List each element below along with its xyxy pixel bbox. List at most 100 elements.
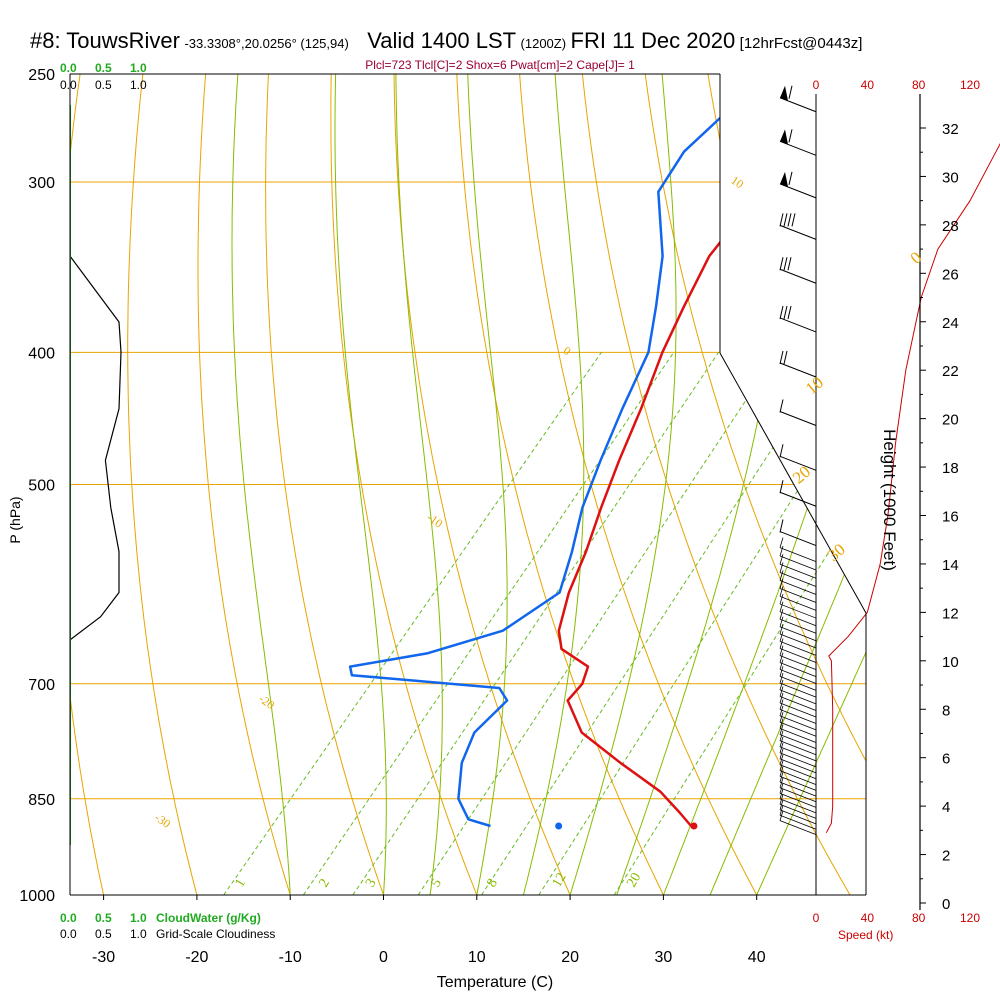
cloudiness-scale-label: 1.0 xyxy=(130,78,147,92)
wind-barb xyxy=(779,554,817,579)
wind-barb xyxy=(779,730,817,756)
cloudwater-scale-label: 0.5 xyxy=(95,61,112,75)
cloudiness-line xyxy=(70,255,122,641)
height-tick-label: 24 xyxy=(942,315,959,332)
wind-barb xyxy=(779,537,817,562)
dry-adiabat-line xyxy=(330,74,478,895)
dewpoint-profile xyxy=(348,103,736,828)
pressure-tick-label: 1000 xyxy=(19,888,55,905)
moist-adiabat-line xyxy=(662,74,866,895)
wind-barb xyxy=(779,794,817,819)
wind-barb xyxy=(779,616,817,642)
wind-barb xyxy=(779,562,817,587)
forecast-date: FRI 11 Dec 2020 xyxy=(570,28,736,53)
speed-tick-label-top: 80 xyxy=(912,78,926,92)
speed-profile-line xyxy=(825,143,1000,834)
wind-barb xyxy=(779,699,817,724)
temperature-tick-label: -20 xyxy=(185,949,208,966)
cloudiness-scale-label: 0.0 xyxy=(60,78,77,92)
moist-adiabat-line xyxy=(709,74,866,895)
wind-barb xyxy=(779,771,817,797)
speed-title: Speed (kt) xyxy=(838,928,893,942)
speed-tick-label-top: 120 xyxy=(960,78,980,92)
wind-barb xyxy=(779,666,817,691)
wind-barb xyxy=(779,257,817,284)
mixing-ratio-label: 12 xyxy=(550,870,570,890)
temperature-tick-label: 0 xyxy=(379,949,388,966)
temperature-profile xyxy=(557,103,820,827)
wind-barb xyxy=(779,766,817,791)
temperature-tick-label: 10 xyxy=(468,949,486,966)
wind-barb xyxy=(779,638,817,663)
dry-adiabat-line xyxy=(127,74,198,895)
dry-adiabat-line xyxy=(517,74,758,895)
wind-barb xyxy=(779,712,817,737)
wind-barb xyxy=(779,213,817,240)
pressure-tick-label: 250 xyxy=(28,67,55,84)
wind-barb xyxy=(779,593,817,619)
temperature-surface-dot xyxy=(690,822,698,830)
dewpoint-surface-dot xyxy=(555,822,563,830)
height-tick-label: 26 xyxy=(942,266,959,283)
dry-adiabat-line xyxy=(641,74,866,895)
cloudwater-title: CloudWater (g/Kg) xyxy=(156,911,261,925)
wind-barb xyxy=(779,748,817,774)
wind-barb xyxy=(779,578,817,603)
wind-barb xyxy=(779,545,817,571)
wind-barb xyxy=(779,760,817,785)
speed-tick-label-top: 40 xyxy=(861,78,875,92)
pressure-tick-label: 400 xyxy=(28,345,55,362)
cloudiness-scale-label: 0.0 xyxy=(60,927,77,941)
height-tick-label: 30 xyxy=(942,169,959,186)
temperature-tick-label: 20 xyxy=(561,949,579,966)
wind-barb xyxy=(779,724,817,750)
wind-barb xyxy=(779,480,817,507)
temperature-tick-label: 40 xyxy=(748,949,766,966)
height-tick-label: 8 xyxy=(942,702,950,719)
moist-adiabat-label: 10 xyxy=(802,373,827,398)
wind-barb xyxy=(779,742,817,768)
wind-barb xyxy=(779,673,817,698)
valid-time: Valid 1400 LST xyxy=(367,28,517,53)
wind-barb xyxy=(779,686,817,711)
wind-barb xyxy=(779,601,817,627)
dry-adiabat-line xyxy=(393,74,571,895)
height-tick-label: 28 xyxy=(942,218,959,235)
wind-barb xyxy=(779,305,817,333)
wind-barb xyxy=(779,810,817,836)
height-tick-label: 10 xyxy=(942,654,959,671)
dry-adiabat-line xyxy=(197,74,291,895)
cloudwater-scale-label: 0.0 xyxy=(60,61,77,75)
wind-barbs xyxy=(779,85,817,836)
temperature-tick-label: -10 xyxy=(279,949,302,966)
cloudiness-title: Grid-Scale Cloudiness xyxy=(156,927,275,941)
height-tick-label: 18 xyxy=(942,460,959,477)
cloudwater-scale-label: 0.0 xyxy=(60,911,77,925)
wind-barb xyxy=(779,788,817,814)
cloudiness-scale-label: 1.0 xyxy=(130,927,147,941)
moist-adiabat-line xyxy=(334,74,387,895)
x-axis-title: Temperature (C) xyxy=(437,974,553,991)
mixing-ratio-label: 20 xyxy=(624,870,644,890)
dry-adiabat-line xyxy=(70,74,105,895)
slant-border xyxy=(719,352,867,614)
cloudwater-scale-label: 1.0 xyxy=(130,911,147,925)
wind-barb xyxy=(779,129,817,156)
height-tick-label: 22 xyxy=(942,363,959,380)
mixing-ratio-line xyxy=(302,352,675,895)
wind-barb xyxy=(779,754,817,780)
moist-adiabat-line xyxy=(395,74,443,895)
mixing-ratio-line xyxy=(538,352,866,895)
wind-barb xyxy=(779,631,817,656)
height-tick-label: 12 xyxy=(942,605,959,622)
wind-barb xyxy=(779,652,817,677)
height-tick-label: 6 xyxy=(942,751,950,768)
height-tick-label: 4 xyxy=(942,799,950,816)
wind-barb xyxy=(779,679,817,705)
wind-barb xyxy=(779,799,817,825)
speed-tick-label-bottom: 120 xyxy=(960,911,980,925)
wind-barb xyxy=(779,350,817,378)
moist-adiabats xyxy=(231,74,866,895)
